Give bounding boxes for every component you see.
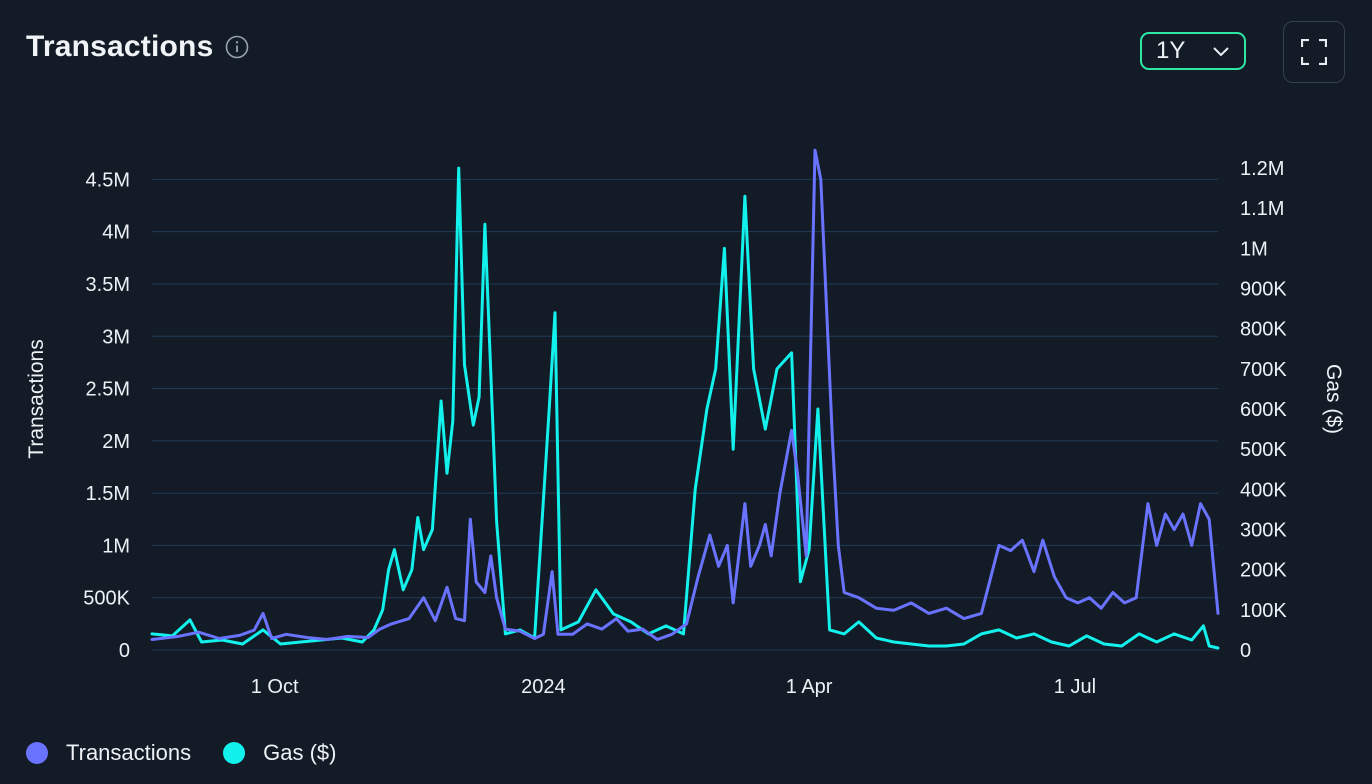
y-right-tick-label: 1.2M xyxy=(1240,158,1284,180)
chart-legend: Transactions Gas ($) xyxy=(26,740,368,766)
y-right-tick-label: 1M xyxy=(1240,238,1268,260)
x-tick-label: 1 Jul xyxy=(1054,676,1096,698)
y-right-tick-label: 0 xyxy=(1240,640,1251,662)
legend-item-transactions[interactable]: Transactions xyxy=(26,740,191,766)
legend-label: Transactions xyxy=(66,740,192,765)
y-right-tick-label: 800K xyxy=(1240,319,1287,341)
series-line-transactions xyxy=(150,148,1220,641)
y-left-tick-label: 3M xyxy=(102,326,130,348)
fullscreen-icon xyxy=(1301,39,1327,65)
legend-label: Gas ($) xyxy=(263,740,337,765)
chevron-down-icon xyxy=(1213,47,1229,57)
x-tick-label: 1 Apr xyxy=(786,676,833,698)
y-right-tick-label: 1.1M xyxy=(1240,198,1284,220)
y-left-tick-label: 2.5M xyxy=(86,379,130,401)
legend-swatch-transactions xyxy=(26,742,48,764)
y-left-tick-label: 4.5M xyxy=(86,169,130,191)
legend-item-gas[interactable]: Gas ($) xyxy=(223,740,336,766)
y-right-tick-label: 500K xyxy=(1240,439,1287,461)
y-left-tick-label: 500K xyxy=(83,588,130,610)
time-range-dropdown[interactable]: 1Y xyxy=(1140,32,1246,70)
info-icon[interactable] xyxy=(225,35,249,59)
page-title: Transactions xyxy=(26,30,214,63)
time-range-value: 1Y xyxy=(1156,37,1186,64)
x-tick-label: 2024 xyxy=(521,676,566,698)
y-left-tick-label: 2M xyxy=(102,431,130,453)
y-left-tick-label: 3.5M xyxy=(86,274,130,296)
y-right-tick-label: 400K xyxy=(1240,479,1287,501)
y-right-tick-label: 200K xyxy=(1240,560,1287,582)
x-tick-label: 1 Oct xyxy=(251,676,299,698)
y-left-tick-label: 4M xyxy=(102,222,130,244)
y-left-tick-label: 1M xyxy=(102,535,130,557)
y-right-tick-label: 700K xyxy=(1240,359,1287,381)
y-right-axis-title: Gas ($) xyxy=(1322,364,1345,434)
y-right-tick-label: 100K xyxy=(1240,600,1287,622)
y-right-tick-label: 300K xyxy=(1240,520,1287,542)
series-line-gas xyxy=(150,166,1220,650)
y-left-tick-label: 0 xyxy=(119,640,130,662)
y-left-tick-label: 1.5M xyxy=(86,483,130,505)
y-right-tick-label: 900K xyxy=(1240,279,1287,301)
fullscreen-button[interactable] xyxy=(1283,21,1345,83)
y-left-axis-title: Transactions xyxy=(25,339,48,458)
legend-swatch-gas xyxy=(223,742,246,764)
chart-header: Transactions xyxy=(26,30,249,64)
y-right-tick-label: 600K xyxy=(1240,399,1287,421)
